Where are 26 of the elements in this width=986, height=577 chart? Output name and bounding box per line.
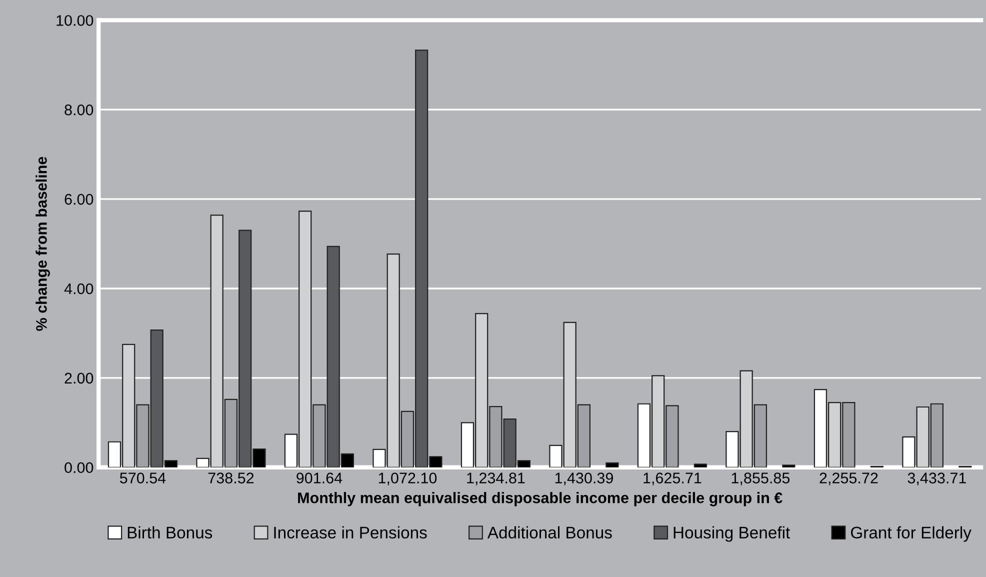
x-tick-label: 1,430.39 — [555, 472, 613, 486]
legend-label: Increase in Pensions — [274, 526, 427, 539]
x-tick-label: 1,234.81 — [467, 472, 525, 486]
y-tick-label: 4.00 — [64, 283, 94, 294]
legend-label: Housing Benefit — [674, 526, 790, 542]
bar — [782, 464, 796, 468]
bar — [694, 464, 707, 468]
y-tick-label: 10.00 — [56, 15, 94, 26]
legend-label: Birth Bonus — [128, 526, 212, 539]
x-tick-label: 570.54 — [120, 472, 166, 484]
y-axis-title: % change from baseline — [36, 156, 50, 331]
y-tick-label: 2.00 — [64, 372, 94, 384]
y-tick-label: 8.00 — [64, 104, 94, 116]
x-tick-label: 2,255.72 — [820, 472, 878, 486]
x-tick-label: 738.52 — [208, 472, 254, 484]
x-tick-label: 1,072.10 — [378, 472, 437, 486]
bar — [606, 462, 619, 468]
x-axis-title: Monthly mean equivalised disposable income per decile group in € — [298, 492, 782, 506]
legend-label: Grant for Elderly — [850, 526, 972, 542]
legend-label: Additional Bonus — [487, 526, 612, 539]
y-tick-label: 6.00 — [64, 194, 94, 205]
x-tick-label: 1,855.85 — [732, 472, 790, 486]
x-tick-label: 901.64 — [296, 472, 342, 484]
x-tick-label: 1,625.71 — [644, 472, 702, 486]
x-tick-label: 3,433.71 — [908, 472, 966, 486]
y-tick-label: 0.00 — [64, 462, 94, 474]
